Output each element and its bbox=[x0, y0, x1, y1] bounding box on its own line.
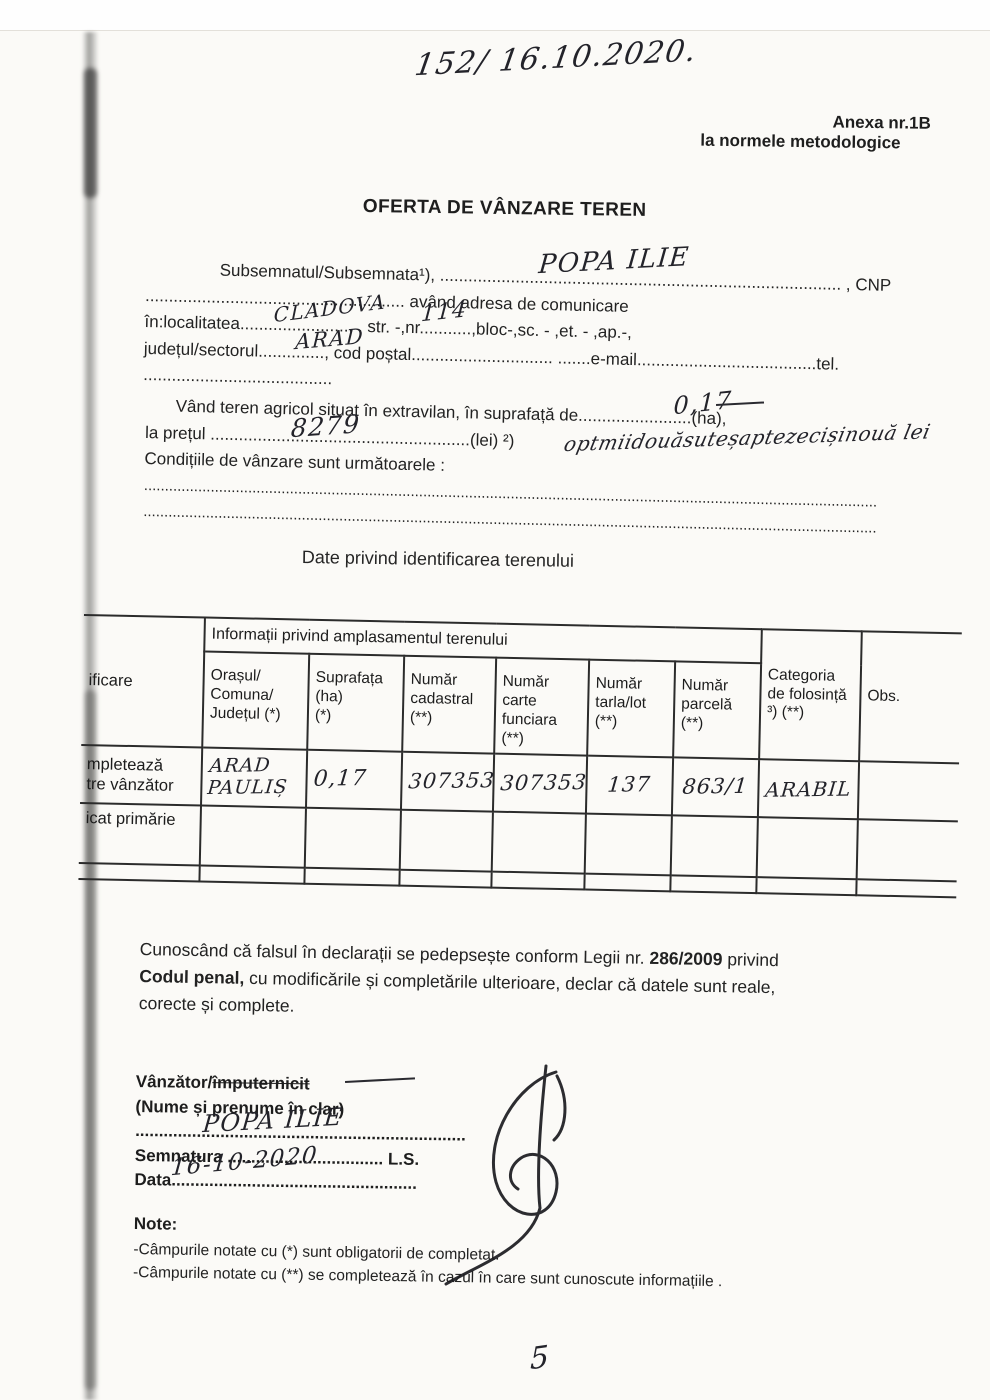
scanner-edge bbox=[0, 0, 990, 31]
declaration-paragraph: Cunoscând că falsul în declarații se ped… bbox=[139, 936, 950, 1031]
registration-number-handwritten: 152/ 16.10.2020. bbox=[412, 33, 700, 84]
land-table: ificare Informații privind amplasamentul… bbox=[78, 614, 962, 898]
row-label-cityhall: icat primărie bbox=[78, 802, 202, 866]
declaration-text: privind bbox=[722, 949, 780, 971]
row-label-seller: mpletează tre vânzător bbox=[80, 744, 203, 806]
binding-shadow-dark bbox=[84, 68, 97, 198]
seller-label-struck: împuternicit bbox=[212, 1073, 310, 1094]
cell-parcel-value: 863/1 bbox=[681, 774, 750, 799]
annex-line2: la normele metodologice bbox=[700, 130, 901, 153]
binding-shadow bbox=[82, 32, 98, 1400]
empty-cell bbox=[856, 879, 957, 898]
penal-code: Codul penal, bbox=[139, 965, 245, 988]
annex-label: Anexa nr.1B la normele metodologice bbox=[654, 110, 937, 154]
empty-cell bbox=[199, 805, 306, 868]
signature-flourish bbox=[444, 1064, 567, 1286]
empty-cell bbox=[584, 813, 672, 876]
handwritten-page-number: 5 bbox=[530, 1339, 551, 1378]
col-header-obs: Obs. bbox=[859, 631, 962, 764]
cell-city-value: ARAD PAULIȘ bbox=[206, 754, 289, 799]
handwritten-street-no: 114 bbox=[420, 297, 469, 328]
empty-cell bbox=[856, 819, 958, 882]
handwritten-price: 8279 bbox=[289, 409, 362, 444]
declaration-text: cu modificările și completările ulterioa… bbox=[244, 967, 776, 998]
empty-cell bbox=[584, 873, 671, 892]
empty-cell bbox=[304, 807, 401, 870]
binding-shadow-lower bbox=[85, 690, 96, 1390]
cell-plot-value: 137 bbox=[606, 772, 653, 797]
empty-cell bbox=[304, 867, 400, 886]
empty-cell bbox=[491, 811, 586, 874]
col-header-cadastral: Număr cadastral (**) bbox=[402, 655, 497, 754]
empty-cell bbox=[670, 815, 758, 878]
land-table-wrap: ificare Informații privind amplasamentul… bbox=[78, 614, 962, 898]
empty-cell bbox=[491, 871, 585, 890]
empty-cell bbox=[756, 817, 858, 880]
empty-cell bbox=[756, 877, 857, 896]
empty-cell bbox=[78, 862, 200, 882]
cell-cadastral-value: 307353 bbox=[407, 768, 497, 794]
col-header-plot: Număr tarla/lot (**) bbox=[587, 659, 676, 758]
law-number: 286/2009 bbox=[649, 947, 723, 970]
col-header-city: Orașul/ Comuna/ Județul (*) bbox=[202, 651, 310, 750]
col-header-category: Categoria de folosință ³) (**) bbox=[759, 629, 862, 762]
empty-cell bbox=[399, 809, 493, 872]
empty-cell bbox=[670, 875, 757, 894]
cell-category-value: ARABIL bbox=[764, 776, 853, 802]
col-header-area: Suprafața (ha) (*) bbox=[307, 653, 405, 752]
seller-label-normal: Vânzător/ bbox=[135, 1071, 213, 1093]
table-row-header-label: ificare bbox=[81, 614, 205, 748]
col-header-land-book: Număr carte funciara (**) bbox=[494, 657, 590, 756]
sale-paragraph: Vând teren agricol situat în extravilan,… bbox=[143, 393, 956, 544]
table-heading: Date privind identificarea terenului bbox=[301, 547, 575, 571]
empty-cell bbox=[199, 865, 305, 884]
cell-area-value: 0,17 bbox=[312, 765, 368, 792]
col-header-parcel: Număr parcelă (**) bbox=[673, 661, 762, 760]
form-title: OFERTA DE VÂNZARE TEREN bbox=[362, 196, 647, 221]
empty-cell bbox=[399, 869, 492, 888]
cell-land-book-value: 307353 bbox=[499, 770, 589, 796]
